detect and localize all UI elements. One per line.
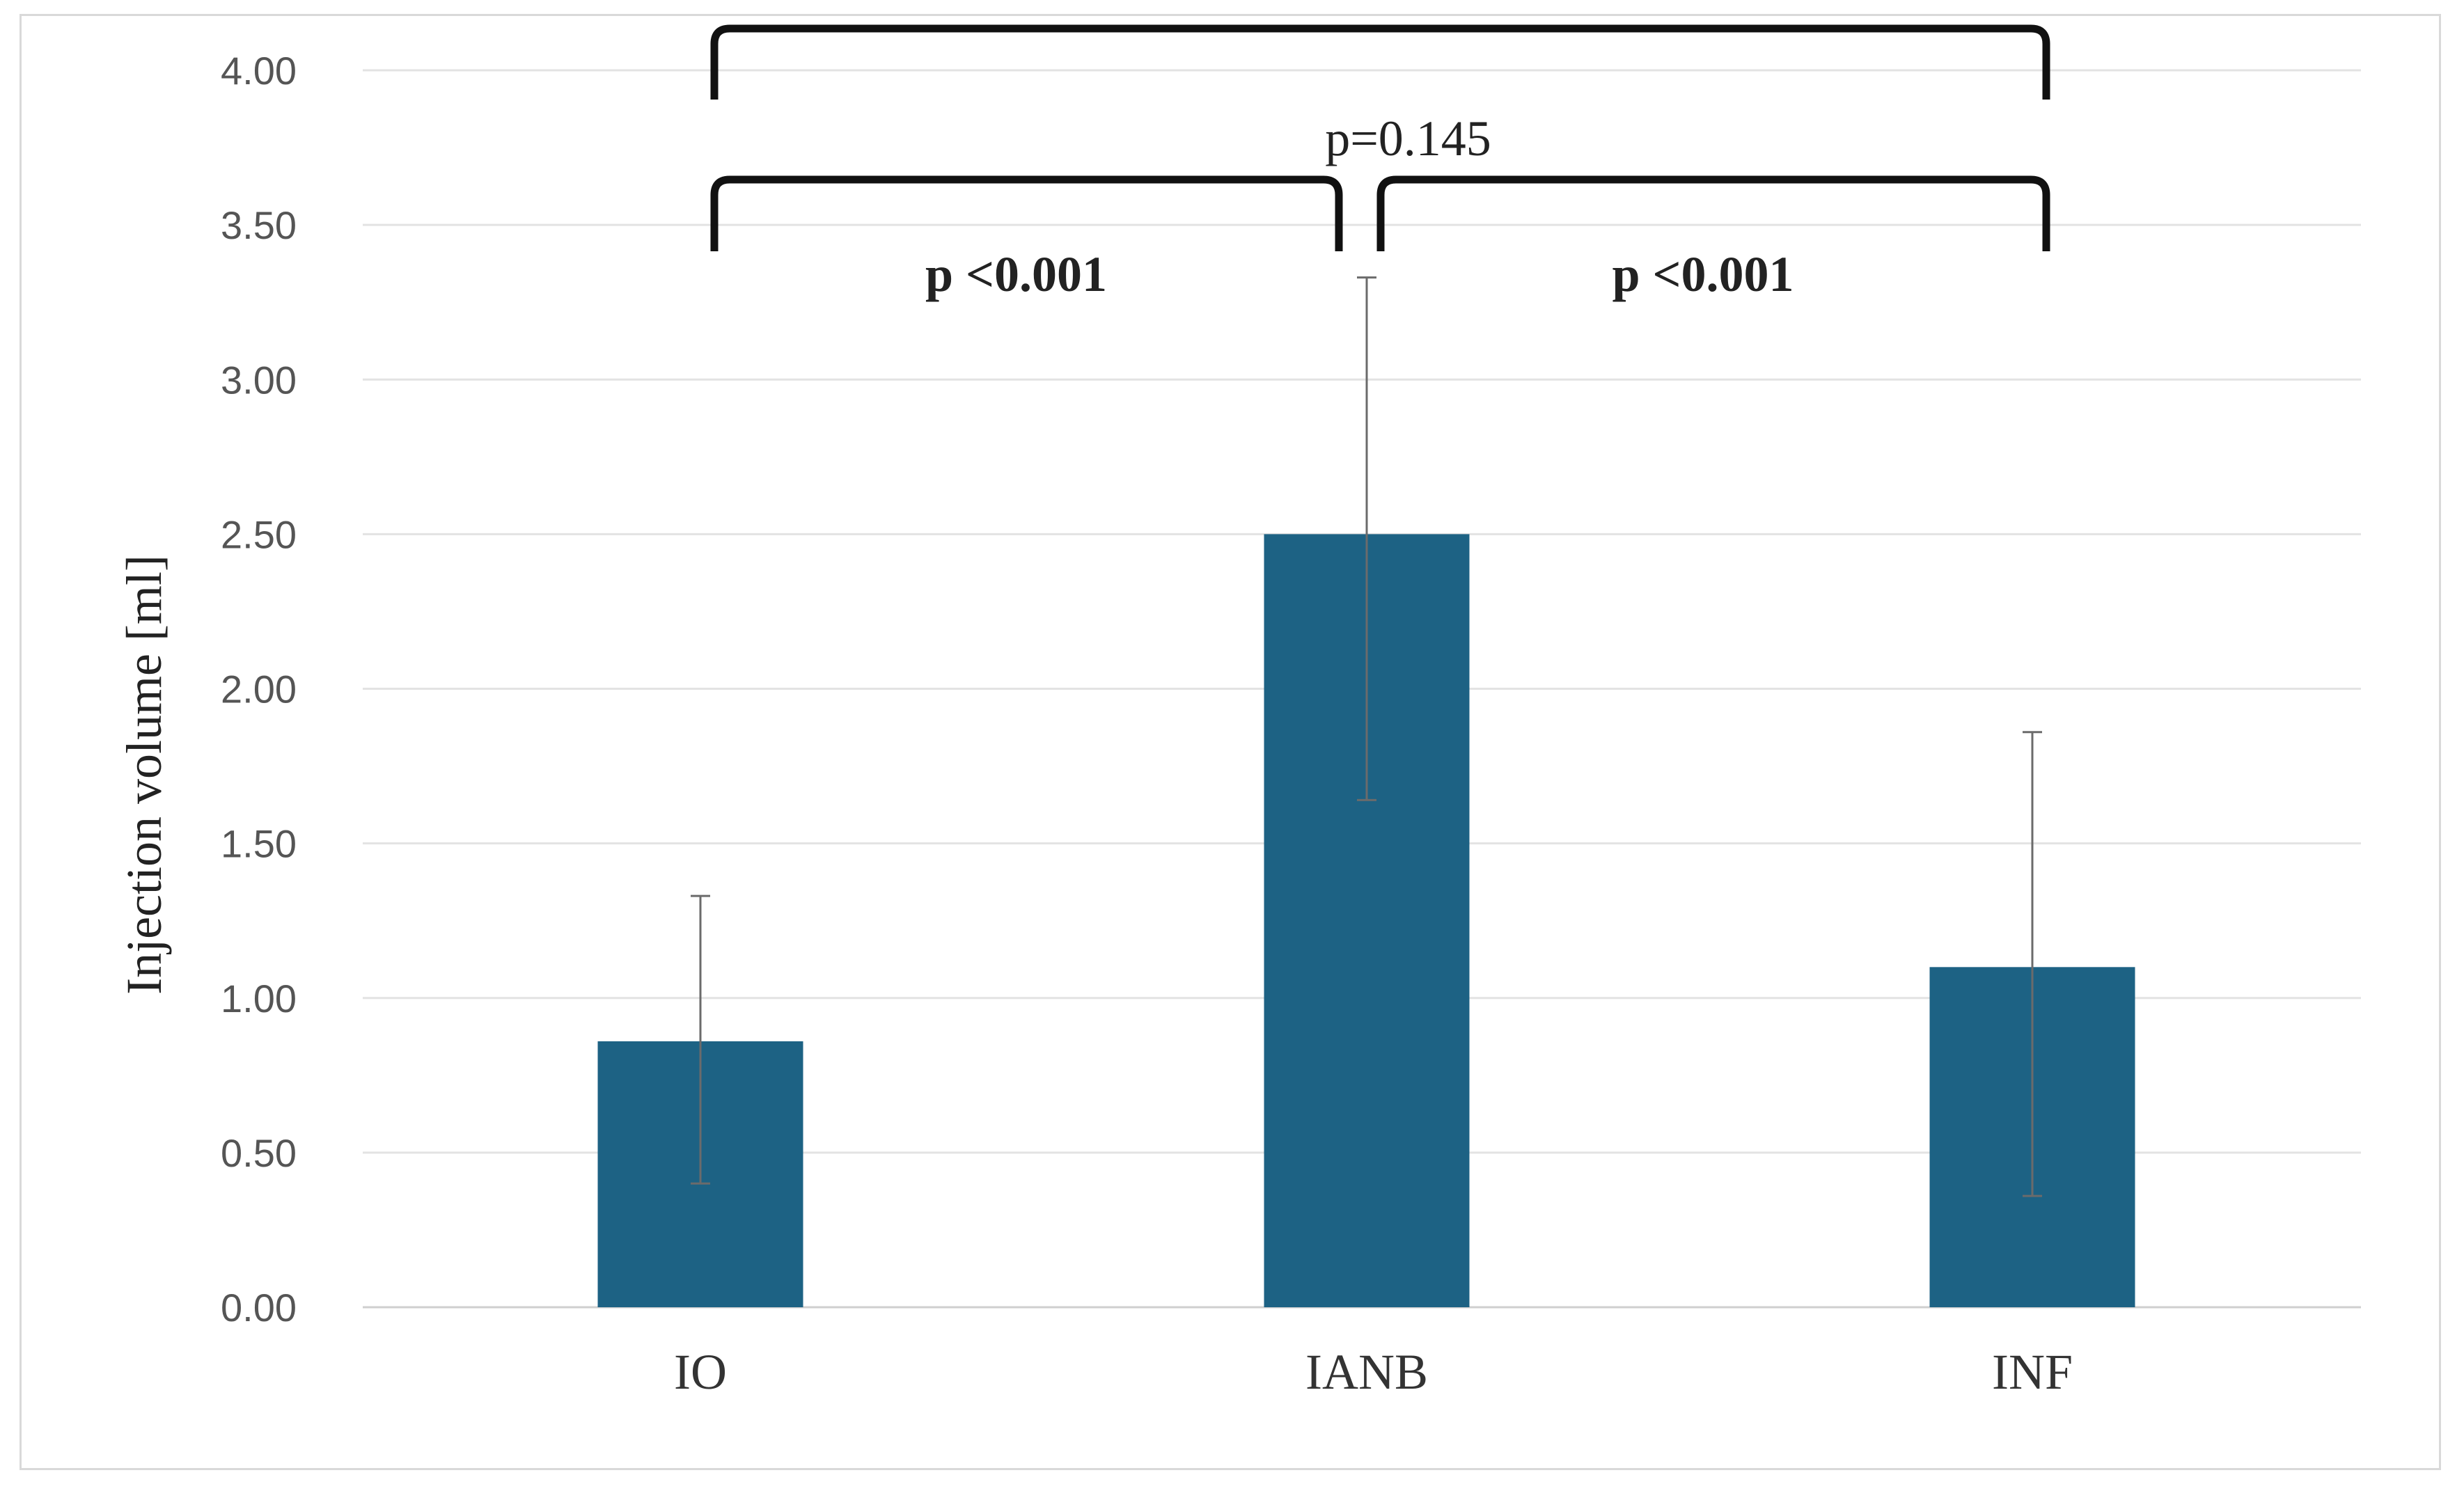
x-axis-category-labels: IO IANB INF [674, 1344, 2073, 1400]
bracket-io-inf [710, 24, 2050, 100]
y-tick-label: 2.00 [221, 668, 297, 711]
error-bars [691, 276, 2042, 1197]
x-tick-label-inf: INF [1992, 1344, 2073, 1400]
y-tick-label: 4.00 [221, 49, 297, 93]
y-tick-label: 2.50 [221, 512, 297, 556]
x-tick-label-io: IO [674, 1344, 727, 1400]
p-value-label: p <0.001 [1612, 246, 1794, 302]
chart-frame: 0.00 0.50 1.00 1.50 2.00 2.50 3.00 3.50 4.00 IO I… [19, 14, 2441, 1470]
y-axis-title: Injection volume [ml] [116, 555, 172, 995]
bracket-ianb-inf [1376, 175, 2050, 251]
x-tick-label-ianb: IANB [1305, 1344, 1428, 1400]
y-axis-tick-labels: 0.00 0.50 1.00 1.50 2.00 2.50 3.00 3.50 4.00 [221, 49, 297, 1330]
significance-brackets: p <0.001 p <0.001 p=0.145 [710, 24, 2050, 302]
y-tick-label: 1.50 [221, 822, 297, 866]
y-tick-label: 0.50 [221, 1131, 297, 1175]
y-tick-label: 0.00 [221, 1286, 297, 1330]
bracket-io-ianb [710, 175, 1343, 251]
y-tick-label: 3.00 [221, 358, 297, 402]
p-value-label: p=0.145 [1325, 111, 1491, 166]
y-tick-label: 1.00 [221, 977, 297, 1020]
bar-chart: 0.000.501.001.502.002.503.003.504.00 IO I… [116, 24, 2361, 1400]
p-value-label: p <0.001 [925, 246, 1107, 302]
y-tick-label: 3.50 [221, 203, 297, 247]
